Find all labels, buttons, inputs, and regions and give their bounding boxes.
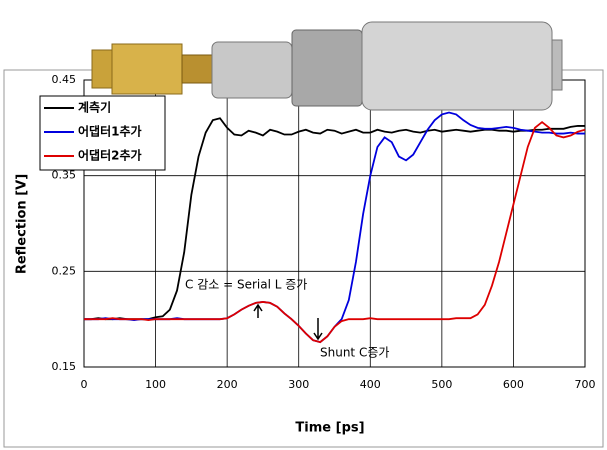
x-tick-label: 400 (360, 378, 381, 391)
line (84, 120, 586, 344)
annotation: Shunt C증가 (320, 346, 389, 360)
legend-label: 계측기 (78, 100, 111, 115)
line (84, 117, 585, 321)
x-tick-label: 700 (575, 378, 596, 391)
x-tick-label: 500 (431, 378, 452, 391)
y-axis-title: Reflection [V] (15, 174, 30, 274)
x-tick-label: 100 (145, 378, 166, 391)
arrow (313, 318, 323, 341)
connector-photo (91, 21, 563, 111)
y-tick-label: 0.35 (52, 169, 77, 182)
legend-label: 어댑터1추가 (78, 124, 142, 139)
x-axis-title: Time [ps] (295, 421, 364, 436)
y-tick-label: 0.45 (52, 73, 77, 86)
annotation: C 감소 = Serial L 증가 (185, 278, 307, 292)
y-tick-label: 0.15 (52, 360, 77, 373)
x-tick-label: 600 (503, 378, 524, 391)
x-tick-label: 0 (81, 378, 88, 391)
x-tick-label: 300 (288, 378, 309, 391)
arrow (253, 303, 263, 318)
y-tick-label: 0.25 (52, 264, 77, 277)
x-tick-label: 200 (217, 378, 238, 391)
legend-label: 어댑터2추가 (78, 148, 142, 163)
